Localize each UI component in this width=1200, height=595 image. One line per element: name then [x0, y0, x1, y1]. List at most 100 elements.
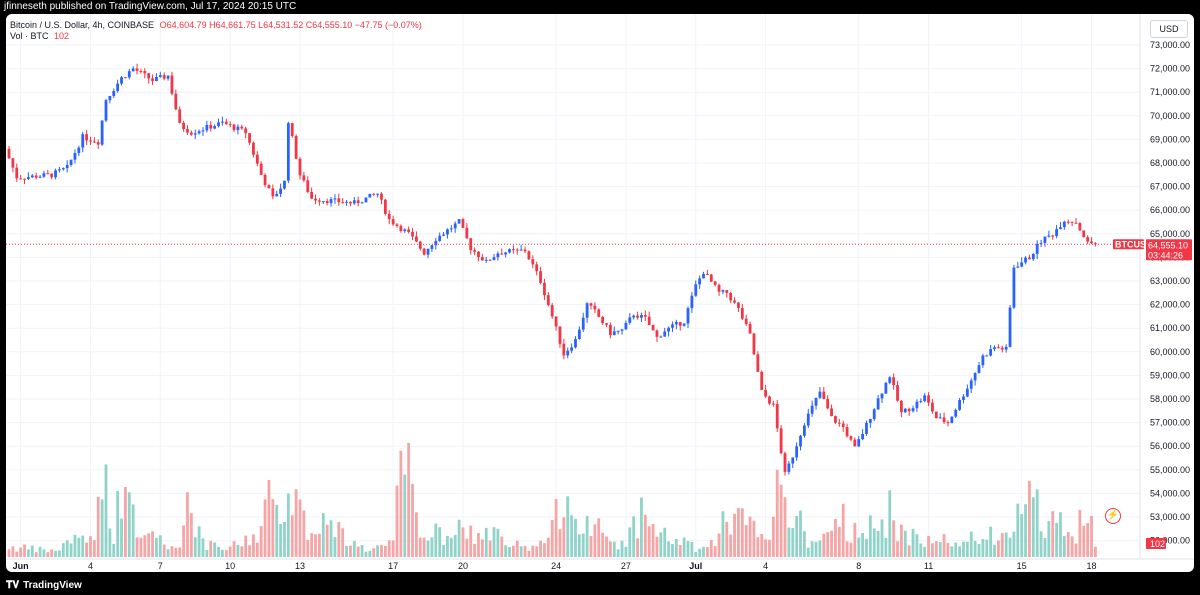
candle-body[interactable] [19, 178, 23, 180]
candle-body[interactable] [651, 324, 655, 331]
candle-body[interactable] [620, 329, 624, 331]
candle-body[interactable] [690, 295, 694, 309]
candle-body[interactable] [892, 377, 896, 386]
candle-body[interactable] [729, 293, 733, 301]
candle-body[interactable] [985, 355, 989, 357]
candle-body[interactable] [1062, 221, 1066, 228]
candle-body[interactable] [655, 330, 659, 337]
candle-body[interactable] [570, 347, 573, 351]
candle-body[interactable] [321, 201, 325, 203]
candle-body[interactable] [934, 411, 938, 419]
candle-body[interactable] [733, 300, 736, 303]
candle-body[interactable] [193, 133, 197, 135]
candle-body[interactable] [643, 315, 647, 317]
candle-body[interactable] [131, 68, 135, 72]
candle-body[interactable] [1051, 235, 1055, 237]
candle-body[interactable] [1094, 243, 1097, 245]
candle-body[interactable] [50, 173, 54, 178]
candle-body[interactable] [694, 284, 698, 296]
candle-body[interactable] [449, 228, 453, 230]
candle-body[interactable] [1074, 222, 1078, 224]
candle-body[interactable] [1020, 262, 1024, 267]
candle-body[interactable] [294, 135, 298, 159]
candle-body[interactable] [1078, 222, 1082, 231]
candle-body[interactable] [333, 198, 337, 200]
candle-body[interactable] [15, 167, 19, 179]
candle-body[interactable] [434, 241, 438, 246]
candle-body[interactable] [496, 253, 500, 258]
candle-body[interactable] [244, 128, 248, 134]
candle-body[interactable] [77, 147, 81, 154]
candle-body[interactable] [217, 122, 220, 127]
candle-body[interactable] [791, 457, 795, 464]
candle-body[interactable] [880, 393, 884, 399]
candle-body[interactable] [418, 241, 422, 249]
candle-body[interactable] [65, 164, 69, 169]
candle-body[interactable] [814, 397, 818, 406]
candle-body[interactable] [973, 373, 977, 381]
candle-body[interactable] [422, 248, 426, 255]
candle-body[interactable] [1004, 346, 1008, 350]
candle-body[interactable] [407, 229, 411, 232]
candle-body[interactable] [888, 377, 892, 383]
candle-body[interactable] [58, 169, 61, 171]
candle-body[interactable] [515, 249, 519, 251]
candle-body[interactable] [201, 130, 205, 132]
candle-body[interactable] [120, 77, 123, 84]
candle-body[interactable] [61, 168, 65, 170]
candle-body[interactable] [442, 234, 445, 236]
candle-body[interactable] [830, 408, 833, 417]
candle-body[interactable] [112, 90, 116, 96]
candle-body[interactable] [624, 322, 628, 330]
candle-body[interactable] [302, 175, 306, 181]
candle-body[interactable] [275, 194, 279, 197]
candle-body[interactable] [849, 436, 853, 440]
candle-body[interactable] [810, 405, 814, 414]
candle-body[interactable] [546, 295, 550, 306]
candle-body[interactable] [709, 274, 713, 282]
candle-body[interactable] [907, 408, 911, 412]
candle-body[interactable] [430, 245, 434, 249]
candle-body[interactable] [632, 315, 636, 318]
candle-body[interactable] [667, 327, 670, 332]
candle-body[interactable] [865, 422, 868, 434]
candle-body[interactable] [352, 200, 356, 204]
candle-body[interactable] [1028, 257, 1031, 260]
candle-body[interactable] [822, 391, 826, 399]
candle-body[interactable] [589, 303, 593, 306]
candle-body[interactable] [139, 70, 143, 72]
candle-body[interactable] [919, 400, 923, 402]
candle-body[interactable] [946, 422, 950, 424]
candle-body[interactable] [756, 354, 760, 372]
candle-body[interactable] [616, 330, 620, 332]
candle-body[interactable] [186, 129, 189, 133]
candle-body[interactable] [221, 121, 224, 123]
candle-body[interactable] [640, 315, 643, 318]
candle-body[interactable] [461, 219, 465, 228]
candle-body[interactable] [341, 202, 345, 204]
candle-body[interactable] [636, 315, 639, 318]
candle-body[interactable] [399, 225, 403, 232]
candle-body[interactable] [387, 213, 391, 220]
candlestick-chart[interactable]: 73,000.00 72,000.00 71,000.00 70,000.00 69,0… [6, 14, 1194, 572]
candle-body[interactable] [147, 73, 151, 79]
candle-body[interactable] [938, 417, 942, 419]
candle-body[interactable] [209, 124, 213, 129]
candle-body[interactable] [958, 400, 961, 410]
candle-body[interactable] [480, 257, 484, 261]
candle-body[interactable] [554, 316, 558, 327]
candle-body[interactable] [1086, 237, 1090, 242]
candle-body[interactable] [368, 193, 372, 198]
candle-body[interactable] [1012, 267, 1016, 308]
candle-body[interactable] [868, 419, 872, 423]
candle-body[interactable] [259, 163, 263, 175]
candle-body[interactable] [915, 401, 919, 409]
candle-body[interactable] [240, 126, 244, 129]
tradingview-logo[interactable]: 𝐓𝐕 TradingView [6, 576, 82, 595]
candle-body[interactable] [962, 396, 965, 401]
candle-body[interactable] [585, 303, 589, 318]
candle-body[interactable] [236, 126, 240, 131]
candle-body[interactable] [124, 77, 127, 79]
candle-body[interactable] [255, 154, 259, 164]
candle-body[interactable] [1035, 243, 1039, 254]
